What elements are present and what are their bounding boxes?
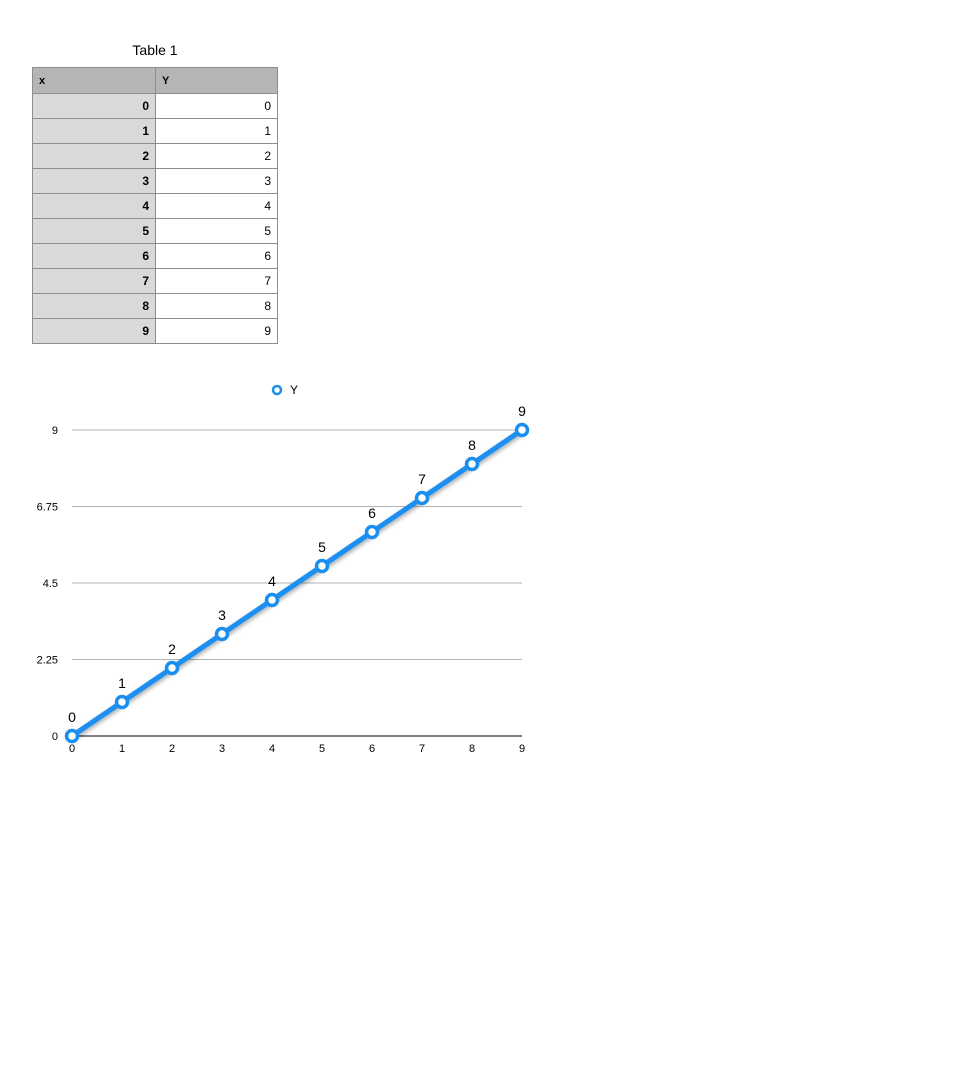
data-point[interactable] [214,626,230,642]
x-tick-label: 9 [519,743,525,755]
data-point[interactable] [414,490,430,506]
chart-series [64,422,530,744]
line-chart: Y 0 2.25 4.5 6.75 9 0 1 2 3 4 5 6 7 8 9 0 1 2 3 4 5 6 7 8 9 [37,383,530,755]
cell-x[interactable]: 0 [32,93,156,119]
cell-y[interactable]: 3 [155,168,278,194]
data-point[interactable] [64,728,80,744]
chart-data-labels: 0 1 2 3 4 5 6 7 8 9 [68,403,526,725]
data-point[interactable] [314,558,330,574]
y-tick-label: 6.75 [37,502,58,514]
column-header-x[interactable]: x [32,67,156,94]
cell-x[interactable]: 3 [32,168,156,194]
data-label: 5 [318,539,326,555]
column-header-y[interactable]: Y [155,67,278,94]
table-header-row: x Y [32,67,278,94]
cell-x[interactable]: 5 [32,218,156,244]
cell-y[interactable]: 2 [155,143,278,169]
data-label: 7 [418,471,426,487]
data-label: 0 [68,709,76,725]
cell-x[interactable]: 9 [32,318,156,344]
data-point[interactable] [264,592,280,608]
data-label: 9 [518,403,526,419]
data-point[interactable] [364,524,380,540]
data-label: 6 [368,505,376,521]
cell-y[interactable]: 8 [155,293,278,319]
cell-x[interactable]: 8 [32,293,156,319]
cell-y[interactable]: 1 [155,118,278,144]
x-tick-label: 1 [119,743,125,755]
x-tick-label: 8 [469,743,475,755]
cell-x[interactable]: 4 [32,193,156,219]
data-point[interactable] [114,694,130,710]
x-axis-ticks: 0 1 2 3 4 5 6 7 8 9 [69,743,525,755]
data-label: 1 [118,675,126,691]
data-label: 4 [268,573,276,589]
cell-y[interactable]: 4 [155,193,278,219]
cell-x[interactable]: 7 [32,268,156,294]
data-label: 8 [468,437,476,453]
data-point[interactable] [464,456,480,472]
cell-y[interactable]: 9 [155,318,278,344]
cell-y[interactable]: 7 [155,268,278,294]
x-tick-label: 2 [169,743,175,755]
cell-x[interactable]: 2 [32,143,156,169]
cell-x[interactable]: 1 [32,118,156,144]
cell-y[interactable]: 0 [155,93,278,119]
data-label: 3 [218,607,226,623]
x-tick-label: 6 [369,743,375,755]
data-point[interactable] [514,422,530,438]
data-point[interactable] [164,660,180,676]
y-tick-label: 4.5 [43,578,58,590]
x-tick-label: 7 [419,743,425,755]
cell-y[interactable]: 6 [155,243,278,269]
x-tick-label: 3 [219,743,225,755]
chart-legend: Y [271,383,298,397]
y-tick-label: 9 [52,425,58,437]
legend-label[interactable]: Y [290,383,298,397]
cell-y[interactable]: 5 [155,218,278,244]
y-tick-label: 0 [52,731,58,743]
legend-marker-icon [271,384,283,396]
x-tick-label: 4 [269,743,275,755]
cell-x[interactable]: 6 [32,243,156,269]
table-title: Table 1 [132,42,178,58]
x-tick-label: 5 [319,743,325,755]
series-line-y [69,427,525,739]
data-label: 2 [168,641,176,657]
y-axis-ticks: 0 2.25 4.5 6.75 9 [37,425,58,743]
x-tick-label: 0 [69,743,75,755]
y-tick-label: 2.25 [37,655,58,667]
